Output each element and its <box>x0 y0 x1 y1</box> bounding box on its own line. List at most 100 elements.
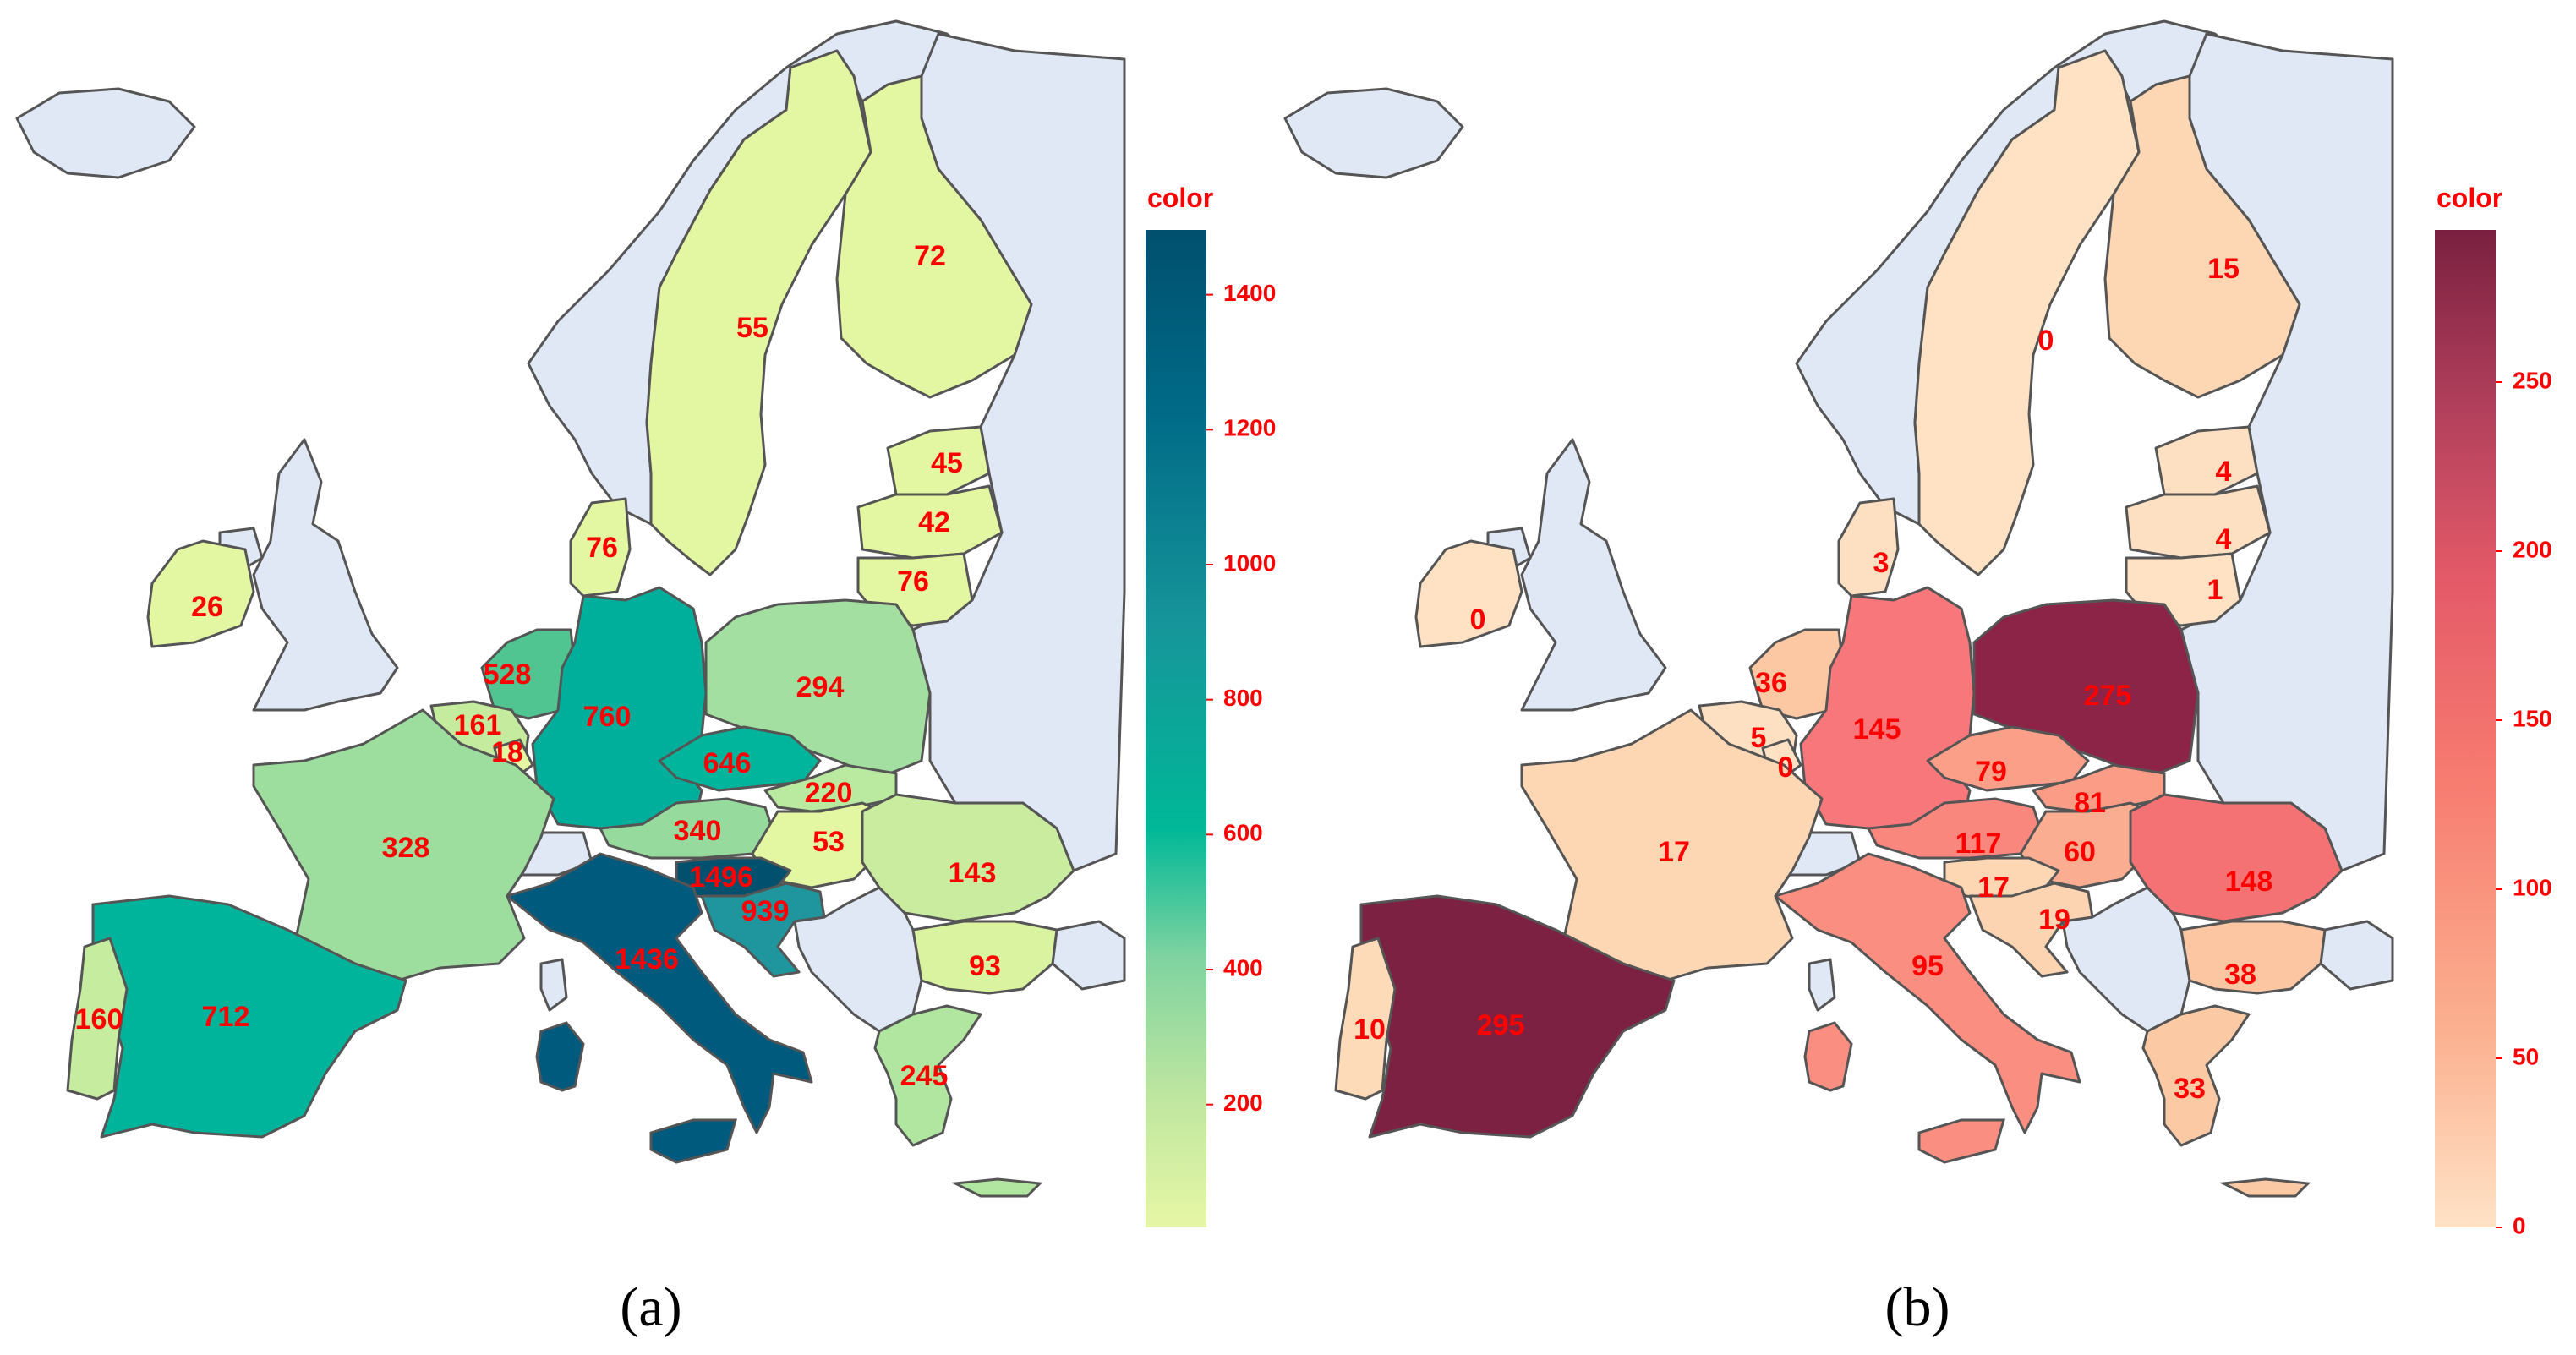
value-label-finland: 72 <box>914 240 946 272</box>
region-greece <box>873 1004 982 1147</box>
value-label-slovenia: 1496 <box>689 861 753 893</box>
region-sweden <box>1913 49 2141 576</box>
value-label-hungary: 53 <box>812 826 845 858</box>
colorbar-title: color <box>1147 183 1213 213</box>
value-label-finland: 15 <box>2207 253 2240 285</box>
value-label-lithuania: 1 <box>2207 574 2223 606</box>
value-label-greece: 245 <box>900 1060 949 1092</box>
value-label-lithuania: 76 <box>897 565 929 598</box>
colorbar-tick-label: 800 <box>1223 685 1263 711</box>
value-label-bulgaria: 93 <box>969 950 1001 982</box>
value-label-estonia: 4 <box>2216 456 2232 488</box>
region-germany <box>531 586 708 834</box>
value-label-slovenia: 17 <box>1977 871 2010 904</box>
value-label-france: 328 <box>382 832 430 864</box>
colorbar-tick-label: 600 <box>1223 820 1263 846</box>
value-label-belgium: 161 <box>454 709 502 741</box>
panel-b-other-land <box>1283 19 2394 1033</box>
region-italy <box>1774 852 2081 1134</box>
value-label-portugal: 160 <box>75 1003 123 1035</box>
colorbar-bar <box>1146 230 1206 1227</box>
colorbar-tick-label: 50 <box>2513 1043 2539 1069</box>
value-label-luxembourg: 18 <box>491 736 523 768</box>
region-czechia <box>658 725 822 792</box>
region-germany <box>1799 586 1976 834</box>
region-spain <box>1359 894 1676 1139</box>
colorbar-tick-label: 200 <box>1223 1090 1263 1116</box>
value-label-greece: 33 <box>2174 1073 2206 1105</box>
value-label-slovakia: 81 <box>2074 787 2106 819</box>
other-land-3 <box>1520 438 1667 712</box>
region-sweden <box>645 49 872 576</box>
value-label-italy: 95 <box>1911 950 1944 982</box>
value-label-poland: 294 <box>796 671 845 703</box>
other-land-5 <box>15 87 196 179</box>
value-label-denmark: 3 <box>1873 547 1890 579</box>
colorbar-tick-label: 1200 <box>1223 415 1276 441</box>
region-finland <box>2103 74 2301 399</box>
other-land-5 <box>1283 87 1464 179</box>
region-sicily <box>649 1118 737 1164</box>
colorbar-tick-label: 400 <box>1223 954 1263 981</box>
value-label-netherlands: 36 <box>1755 667 1787 699</box>
region-croatia <box>1968 882 2094 978</box>
value-label-france: 17 <box>1658 836 1690 868</box>
value-label-germany: 760 <box>583 701 632 733</box>
region-france <box>1520 708 1824 982</box>
value-label-denmark: 76 <box>586 532 618 564</box>
value-label-netherlands: 528 <box>484 658 532 691</box>
value-label-bulgaria: 38 <box>2224 959 2256 991</box>
value-label-austria: 117 <box>1955 828 2002 860</box>
value-label-latvia: 4 <box>2216 523 2232 555</box>
panel-a-other-land <box>15 19 1126 1033</box>
other-land-9 <box>539 958 568 1012</box>
colorbar-bar <box>2435 230 2496 1227</box>
region-sicily <box>1917 1118 2005 1164</box>
value-label-germany: 145 <box>1853 713 1901 746</box>
value-label-estonia: 45 <box>931 447 963 479</box>
colorbar-tick-label: 1000 <box>1223 549 1276 576</box>
region-sardinia <box>535 1021 585 1092</box>
colorbar-tick-label: 150 <box>2513 705 2552 731</box>
region-romania <box>861 793 1075 923</box>
colorbar-title: color <box>2437 183 2502 213</box>
region-finland <box>835 74 1033 399</box>
value-label-spain: 295 <box>1477 1009 1525 1041</box>
value-label-luxembourg: 0 <box>1778 751 1794 784</box>
region-romania <box>2129 793 2344 923</box>
value-label-sweden: 55 <box>736 312 768 344</box>
region-crete <box>2218 1177 2311 1198</box>
other-land-9 <box>1808 958 1836 1012</box>
value-label-romania: 148 <box>2225 866 2273 898</box>
region-estonia <box>2154 425 2259 496</box>
region-portugal <box>1334 937 1397 1101</box>
panel-b-caption: (b) <box>1885 1276 1950 1338</box>
region-latvia <box>856 484 1004 560</box>
panel-a-caption: (a) <box>620 1276 681 1338</box>
value-label-sweden: 0 <box>2038 325 2054 357</box>
panel-b-colorbar: color 250 200 150 100 50 0 <box>2435 183 2552 1238</box>
region-croatia <box>700 882 826 978</box>
value-label-croatia: 19 <box>2038 904 2070 936</box>
region-denmark <box>1837 497 1900 598</box>
value-label-romania: 143 <box>949 857 997 889</box>
value-label-hungary: 60 <box>2064 836 2096 868</box>
other-land-7 <box>793 886 923 1033</box>
region-spain <box>91 894 407 1139</box>
other-land-8 <box>2319 920 2394 991</box>
region-italy <box>506 852 813 1134</box>
value-label-austria: 340 <box>674 815 722 847</box>
value-label-spain: 712 <box>202 1001 250 1033</box>
colorbar-tick-label: 1400 <box>1223 280 1276 306</box>
value-label-poland: 275 <box>2084 680 2132 712</box>
other-land-3 <box>252 438 399 712</box>
region-ireland <box>146 539 255 648</box>
panel-a-colorbar: color 1400 1200 1000 800 600 400 200 <box>1146 183 1276 1227</box>
value-label-portugal: 10 <box>1354 1014 1386 1046</box>
other-land-7 <box>2061 886 2191 1033</box>
value-label-belgium: 5 <box>1751 722 1767 754</box>
value-label-ireland: 26 <box>191 591 223 623</box>
colorbar-tick-label: 250 <box>2513 367 2552 393</box>
